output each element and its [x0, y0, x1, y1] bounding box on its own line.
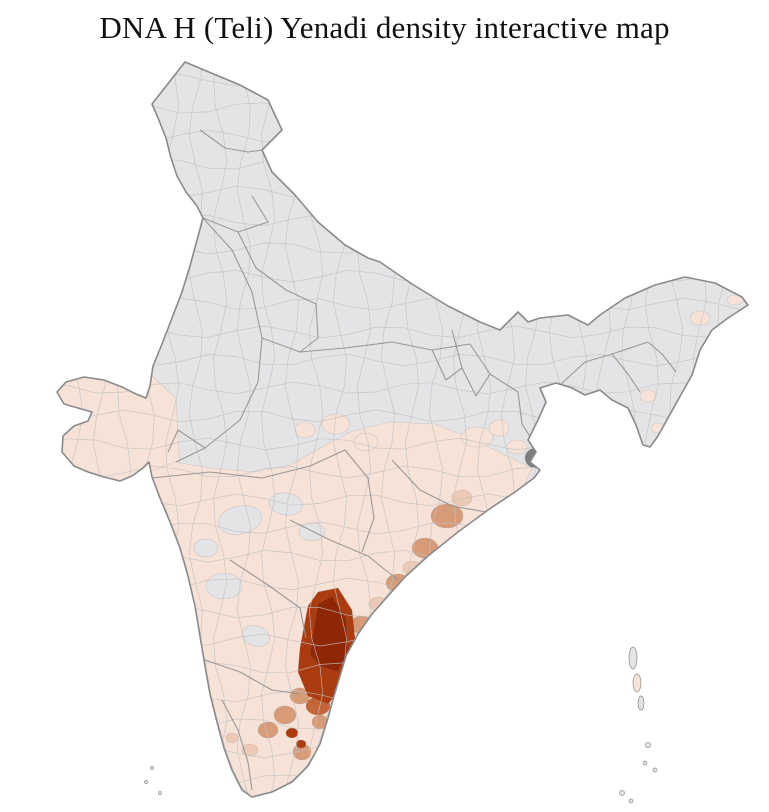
state-border-17 — [647, 341, 677, 373]
country-outline — [56, 61, 749, 798]
state-border-1 — [175, 217, 263, 463]
island-dot-2[interactable] — [642, 760, 648, 766]
andaman-south-island[interactable] — [637, 695, 645, 711]
district-deccan-no-data-5[interactable] — [193, 538, 219, 558]
district-bengal-very-low[interactable] — [506, 439, 528, 455]
district-nellore-core-highest[interactable] — [309, 595, 349, 673]
state-border-13 — [237, 231, 319, 353]
state-border-16 — [611, 353, 641, 393]
state-border-6 — [229, 559, 307, 639]
state-border-3 — [151, 449, 346, 479]
district-coastal-ap-low-1[interactable] — [402, 560, 422, 576]
district-tn-very-high-2[interactable] — [295, 739, 307, 749]
district-northeast-very-low-1[interactable] — [689, 310, 711, 326]
district-tn-very-high-1[interactable] — [285, 727, 299, 739]
andaman-middle-island[interactable] — [632, 673, 642, 693]
district-deccan-no-data-4[interactable] — [240, 622, 273, 650]
state-border-11 — [451, 329, 491, 397]
state-border-4 — [344, 449, 375, 553]
district-east-very-low-2[interactable] — [488, 419, 510, 437]
state-border-14 — [431, 349, 463, 381]
andaman-north-island[interactable] — [628, 646, 638, 670]
state-border-5 — [289, 519, 399, 581]
state-border-9 — [469, 343, 537, 447]
state-border-2 — [261, 337, 471, 353]
state-border-18 — [199, 129, 263, 153]
district-central-very-low-3[interactable] — [294, 421, 316, 439]
district-tn-low-1[interactable] — [241, 743, 259, 757]
nicobar-island-1[interactable] — [619, 790, 625, 796]
district-northeast-very-low-2[interactable] — [726, 294, 744, 306]
district-kerala-low[interactable] — [225, 732, 239, 744]
state-border-7 — [204, 659, 301, 695]
district-east-very-low-1[interactable] — [460, 426, 494, 448]
state-border-19 — [167, 429, 206, 453]
page-title: DNA H (Teli) Yenadi density interactive … — [99, 10, 670, 45]
district-tn-medium-2[interactable] — [257, 721, 279, 739]
state-border-8 — [221, 699, 253, 791]
lakshadweep-island-3[interactable] — [158, 791, 162, 795]
nicobar-island-3[interactable] — [652, 767, 658, 773]
district-northeast-very-low-3[interactable] — [639, 389, 657, 403]
island-dot-1[interactable] — [645, 742, 651, 748]
district-tn-medium-1[interactable] — [273, 705, 297, 725]
district-odisha-low[interactable] — [451, 489, 473, 507]
india-landmass — [57, 62, 748, 797]
state-border-15 — [559, 341, 649, 386]
state-border-12 — [202, 195, 269, 233]
state-border-10 — [391, 459, 487, 513]
lakshadweep-island-2[interactable] — [144, 780, 148, 784]
lakshadweep-island-1[interactable] — [150, 766, 154, 770]
nicobar-island-2[interactable] — [628, 798, 634, 804]
district-deccan-no-data-1[interactable] — [216, 502, 265, 539]
